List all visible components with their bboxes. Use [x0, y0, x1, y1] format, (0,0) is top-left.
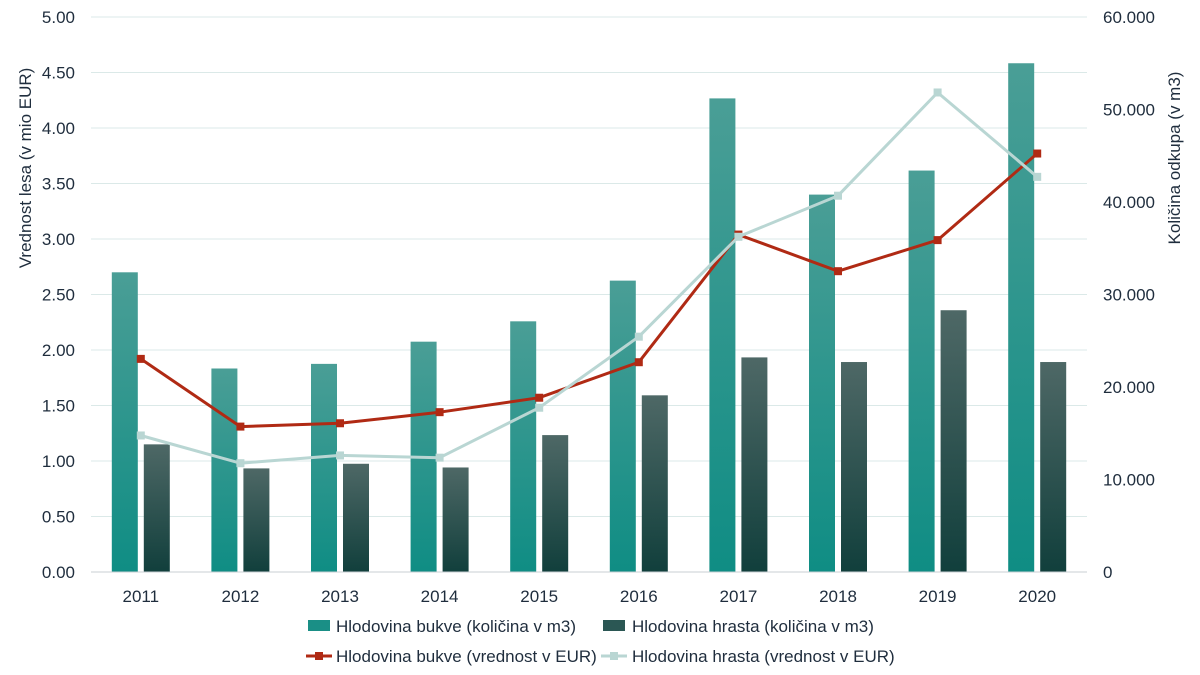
marker-beech-value [1033, 149, 1042, 158]
bar-oak-quantity [741, 357, 768, 572]
bar-beech-quantity [809, 194, 835, 572]
marker-beech-value [236, 422, 245, 431]
legend-label-oak-value: Hlodovina hrasta (vrednost v EUR) [632, 647, 895, 666]
left-axis-title: Vrednost lesa (v mio EUR) [16, 68, 35, 269]
bar-beech-quantity [111, 272, 138, 572]
bar-beech-quantity [510, 321, 537, 572]
left-tick-label: 0.00 [42, 563, 75, 582]
left-tick-label: 2.00 [42, 341, 75, 360]
marker-oak-value [933, 88, 942, 97]
x-tick-label: 2015 [520, 587, 558, 606]
legend-marker-oak-value [610, 652, 618, 660]
marker-beech-value [435, 408, 444, 417]
x-tick-label: 2012 [221, 587, 259, 606]
marker-oak-value [535, 403, 544, 412]
right-tick-label: 10.000 [1103, 471, 1155, 490]
right-tick-label: 0 [1103, 563, 1112, 582]
legend-swatch-beech-qty [308, 620, 330, 631]
x-tick-label: 2013 [321, 587, 359, 606]
legend-item-beech-qty: Hlodovina bukve (količina v m3) [308, 617, 576, 636]
marker-oak-value [336, 451, 344, 460]
left-tick-label: 5.00 [42, 8, 75, 27]
legend: Hlodovina bukve (količina v m3) Hlodovin… [306, 617, 895, 666]
bar-oak-quantity [243, 468, 270, 572]
lines [136, 88, 1042, 468]
bar-beech-quantity [1008, 63, 1035, 572]
bar-oak-quantity [940, 310, 967, 572]
left-tick-label: 0.50 [42, 508, 75, 527]
marker-beech-value [634, 358, 643, 367]
x-tick-label: 2017 [719, 587, 757, 606]
legend-label-beech-qty: Hlodovina bukve (količina v m3) [336, 617, 576, 636]
left-tick-label: 3.00 [42, 230, 75, 249]
marker-beech-value [136, 354, 145, 363]
line-beech-value [139, 152, 1039, 429]
bar-oak-quantity [1040, 362, 1067, 572]
bar-beech-quantity [211, 368, 238, 572]
legend-label-oak-qty: Hlodovina hrasta (količina v m3) [632, 617, 874, 636]
bar-oak-quantity [143, 444, 170, 572]
left-tick-label: 3.50 [42, 175, 75, 194]
bar-beech-quantity [311, 363, 337, 572]
x-tick-label: 2018 [819, 587, 857, 606]
bar-oak-quantity [542, 435, 569, 572]
line-oak-value [140, 91, 1039, 465]
bar-oak-quantity [442, 467, 469, 572]
bar-oak-quantity [841, 362, 867, 572]
x-tick-label: 2020 [1018, 587, 1056, 606]
marker-oak-value [834, 191, 842, 200]
right-tick-label: 40.000 [1103, 193, 1155, 212]
legend-item-oak-qty: Hlodovina hrasta (količina v m3) [603, 617, 874, 636]
marker-beech-value [336, 419, 344, 428]
x-tick-label: 2014 [421, 587, 459, 606]
x-tick-label: 2016 [620, 587, 658, 606]
bar-beech-quantity [908, 170, 935, 573]
x-tick-label: 2019 [919, 587, 957, 606]
left-tick-label: 2.50 [42, 286, 75, 305]
marker-oak-value [236, 459, 245, 468]
axes: 0.00 0.50 1.00 1.50 2.00 2.50 3.00 3.50 4.00 4.50… [42, 8, 1155, 606]
right-tick-label: 50.000 [1103, 101, 1155, 120]
marker-beech-value [535, 393, 544, 402]
legend-label-beech-value: Hlodovina bukve (vrednost v EUR) [336, 647, 597, 666]
bar-oak-quantity [641, 395, 668, 572]
marker-beech-value [933, 236, 942, 245]
left-tick-label: 4.50 [42, 64, 75, 83]
marker-oak-value [435, 453, 444, 462]
right-tick-label: 20.000 [1103, 378, 1155, 397]
left-tick-label: 1.50 [42, 397, 75, 416]
marker-oak-value [734, 232, 743, 241]
left-tick-label: 1.00 [42, 452, 75, 471]
bar-beech-quantity [709, 98, 736, 573]
legend-swatch-oak-qty [603, 620, 625, 631]
legend-marker-beech-value [315, 652, 323, 660]
marker-beech-value [834, 267, 842, 276]
legend-item-beech-value: Hlodovina bukve (vrednost v EUR) [306, 647, 597, 666]
legend-item-oak-value: Hlodovina hrasta (vrednost v EUR) [601, 647, 895, 666]
bars [111, 63, 1067, 573]
right-tick-label: 60.000 [1103, 8, 1155, 27]
marker-oak-value [634, 332, 643, 341]
left-tick-label: 4.00 [42, 119, 75, 138]
marker-oak-value [1033, 172, 1042, 181]
bar-oak-quantity [343, 463, 369, 572]
x-tick-label: 2011 [123, 587, 160, 606]
right-tick-label: 30.000 [1103, 286, 1155, 305]
bar-beech-quantity [609, 280, 636, 572]
marker-oak-value [136, 431, 145, 440]
right-axis-title: Količina odkupa (v m3) [1165, 72, 1184, 245]
